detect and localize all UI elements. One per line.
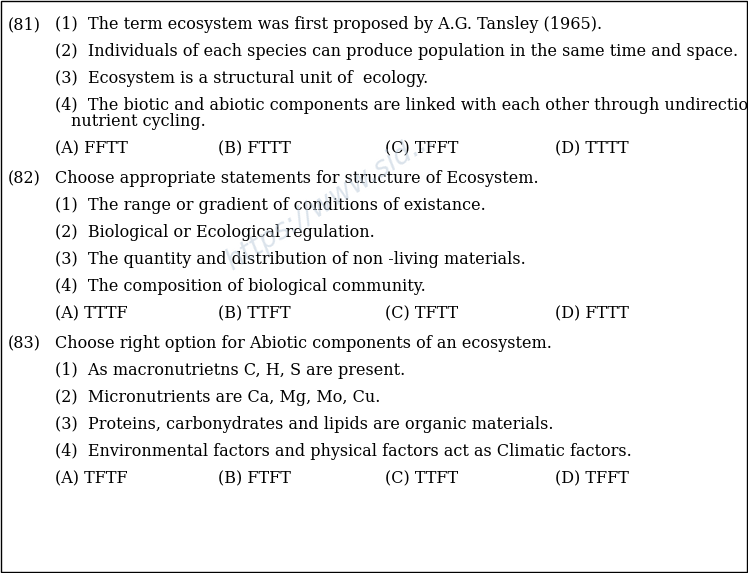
Text: (A) TTTF: (A) TTTF [55, 305, 128, 322]
Text: (2)  Biological or Ecological regulation.: (2) Biological or Ecological regulation. [55, 224, 375, 241]
Text: (D) TTTT: (D) TTTT [555, 140, 628, 157]
Text: (3)  Ecosystem is a structural unit of  ecology.: (3) Ecosystem is a structural unit of ec… [55, 70, 429, 87]
Text: nutrient cycling.: nutrient cycling. [71, 113, 206, 130]
Text: (4)  The composition of biological community.: (4) The composition of biological commun… [55, 278, 426, 295]
Text: (1)  The term ecosystem was first proposed by A.G. Tansley (1965).: (1) The term ecosystem was first propose… [55, 16, 602, 33]
Text: (B) FTTT: (B) FTTT [218, 140, 291, 157]
Text: (83): (83) [8, 335, 41, 352]
Text: (D) TFFT: (D) TFFT [555, 470, 629, 487]
Text: (A) FFTT: (A) FFTT [55, 140, 128, 157]
Text: (3)  The quantity and distribution of non -living materials.: (3) The quantity and distribution of non… [55, 251, 526, 268]
Text: (4)  Environmental factors and physical factors act as Climatic factors.: (4) Environmental factors and physical f… [55, 443, 632, 460]
Text: (B) TTFT: (B) TTFT [218, 305, 291, 322]
Text: (D) FTTT: (D) FTTT [555, 305, 629, 322]
Text: https://www.sid...: https://www.sid... [220, 124, 440, 276]
Text: (C) TFTT: (C) TFTT [385, 305, 458, 322]
Text: (2)  Individuals of each species can produce population in the same time and spa: (2) Individuals of each species can prod… [55, 43, 738, 60]
Text: Choose appropriate statements for structure of Ecosystem.: Choose appropriate statements for struct… [55, 170, 539, 187]
Text: (4)  The biotic and abiotic components are linked with each other through undire: (4) The biotic and abiotic components ar… [55, 97, 748, 114]
Text: (81): (81) [8, 16, 41, 33]
Text: (A) TFTF: (A) TFTF [55, 470, 128, 487]
Text: (B) FTFT: (B) FTFT [218, 470, 291, 487]
Text: (1)  The range or gradient of conditions of existance.: (1) The range or gradient of conditions … [55, 197, 485, 214]
Text: (1)  As macronutrietns C, H, S are present.: (1) As macronutrietns C, H, S are presen… [55, 362, 405, 379]
Text: (C) TTFT: (C) TTFT [385, 470, 458, 487]
Text: (C) TFFT: (C) TFFT [385, 140, 459, 157]
Text: (2)  Micronutrients are Ca, Mg, Mo, Cu.: (2) Micronutrients are Ca, Mg, Mo, Cu. [55, 389, 381, 406]
Text: Choose right option for Abiotic components of an ecosystem.: Choose right option for Abiotic componen… [55, 335, 552, 352]
Text: (82): (82) [8, 170, 41, 187]
Text: (3)  Proteins, carbonydrates and lipids are organic materials.: (3) Proteins, carbonydrates and lipids a… [55, 416, 554, 433]
